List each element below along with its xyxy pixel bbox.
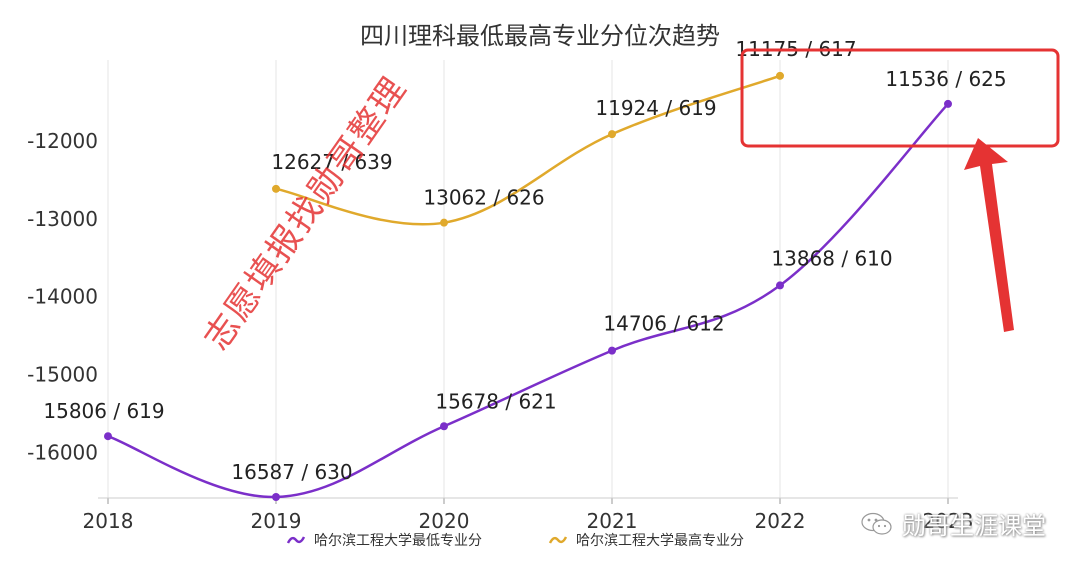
y-tick-label: -15000	[27, 362, 98, 386]
data-label: 16587 / 630	[231, 460, 352, 484]
y-tick-label: -13000	[27, 207, 98, 231]
legend-item-highest[interactable]: 哈尔滨工程大学最高专业分	[548, 530, 744, 550]
data-label: 13062 / 626	[423, 186, 544, 210]
x-tick-label: 2018	[83, 509, 134, 533]
data-label: 14706 / 612	[603, 312, 724, 336]
x-tick-label: 2023	[923, 509, 974, 533]
data-point	[440, 422, 448, 431]
legend-swatch-lowest	[286, 536, 306, 544]
data-label: 11924 / 619	[595, 96, 716, 120]
series-lines	[104, 71, 952, 501]
legend: 哈尔滨工程大学最低专业分 哈尔滨工程大学最高专业分	[0, 530, 1080, 558]
y-tick-label: -12000	[27, 129, 98, 153]
wechat-icon	[861, 512, 892, 535]
axes: 2018 2019 2020 2021 2022 2023 -12000 -13000 -140…	[27, 129, 973, 533]
legend-label-highest: 哈尔滨工程大学最高专业分	[576, 533, 744, 549]
data-point	[608, 346, 616, 355]
series-line-1	[275, 74, 781, 226]
legend-item-lowest[interactable]: 哈尔滨工程大学最低专业分	[286, 530, 482, 550]
brand-badge: 勋哥生涯课堂	[860, 506, 1046, 541]
data-labels: 15806 / 619 16587 / 630 15678 / 621 14706 /…	[43, 37, 1006, 484]
data-point	[776, 71, 784, 80]
data-point	[944, 99, 952, 108]
brand-label: 勋哥生涯课堂	[902, 512, 1046, 540]
legend-label-lowest: 哈尔滨工程大学最低专业分	[314, 533, 482, 549]
data-point	[104, 432, 112, 441]
data-point	[608, 130, 616, 139]
y-tick-label: -14000	[27, 285, 98, 309]
data-label: 12627 / 639	[271, 150, 392, 174]
data-point	[272, 492, 280, 501]
data-label: 15678 / 621	[435, 389, 556, 413]
series-line-0	[107, 103, 949, 499]
chart-title: 四川理科最低最高专业分位次趋势	[360, 22, 720, 50]
x-tick-label: 2021	[587, 509, 638, 533]
x-tick-label: 2019	[251, 509, 302, 533]
annotations	[740, 48, 1060, 332]
x-tick-label: 2020	[419, 509, 470, 533]
data-label: 15806 / 619	[43, 399, 164, 423]
data-label: 13868 / 610	[771, 246, 892, 270]
x-tick-label: 2022	[755, 509, 806, 533]
data-label: 11536 / 625	[885, 67, 1006, 91]
data-point	[776, 281, 784, 290]
y-tick-label: -16000	[27, 440, 98, 464]
legend-swatch-highest	[548, 536, 568, 544]
highlight-box	[740, 48, 1060, 148]
data-point	[272, 184, 280, 193]
data-point	[440, 218, 448, 227]
highlight-arrow	[964, 138, 1014, 332]
